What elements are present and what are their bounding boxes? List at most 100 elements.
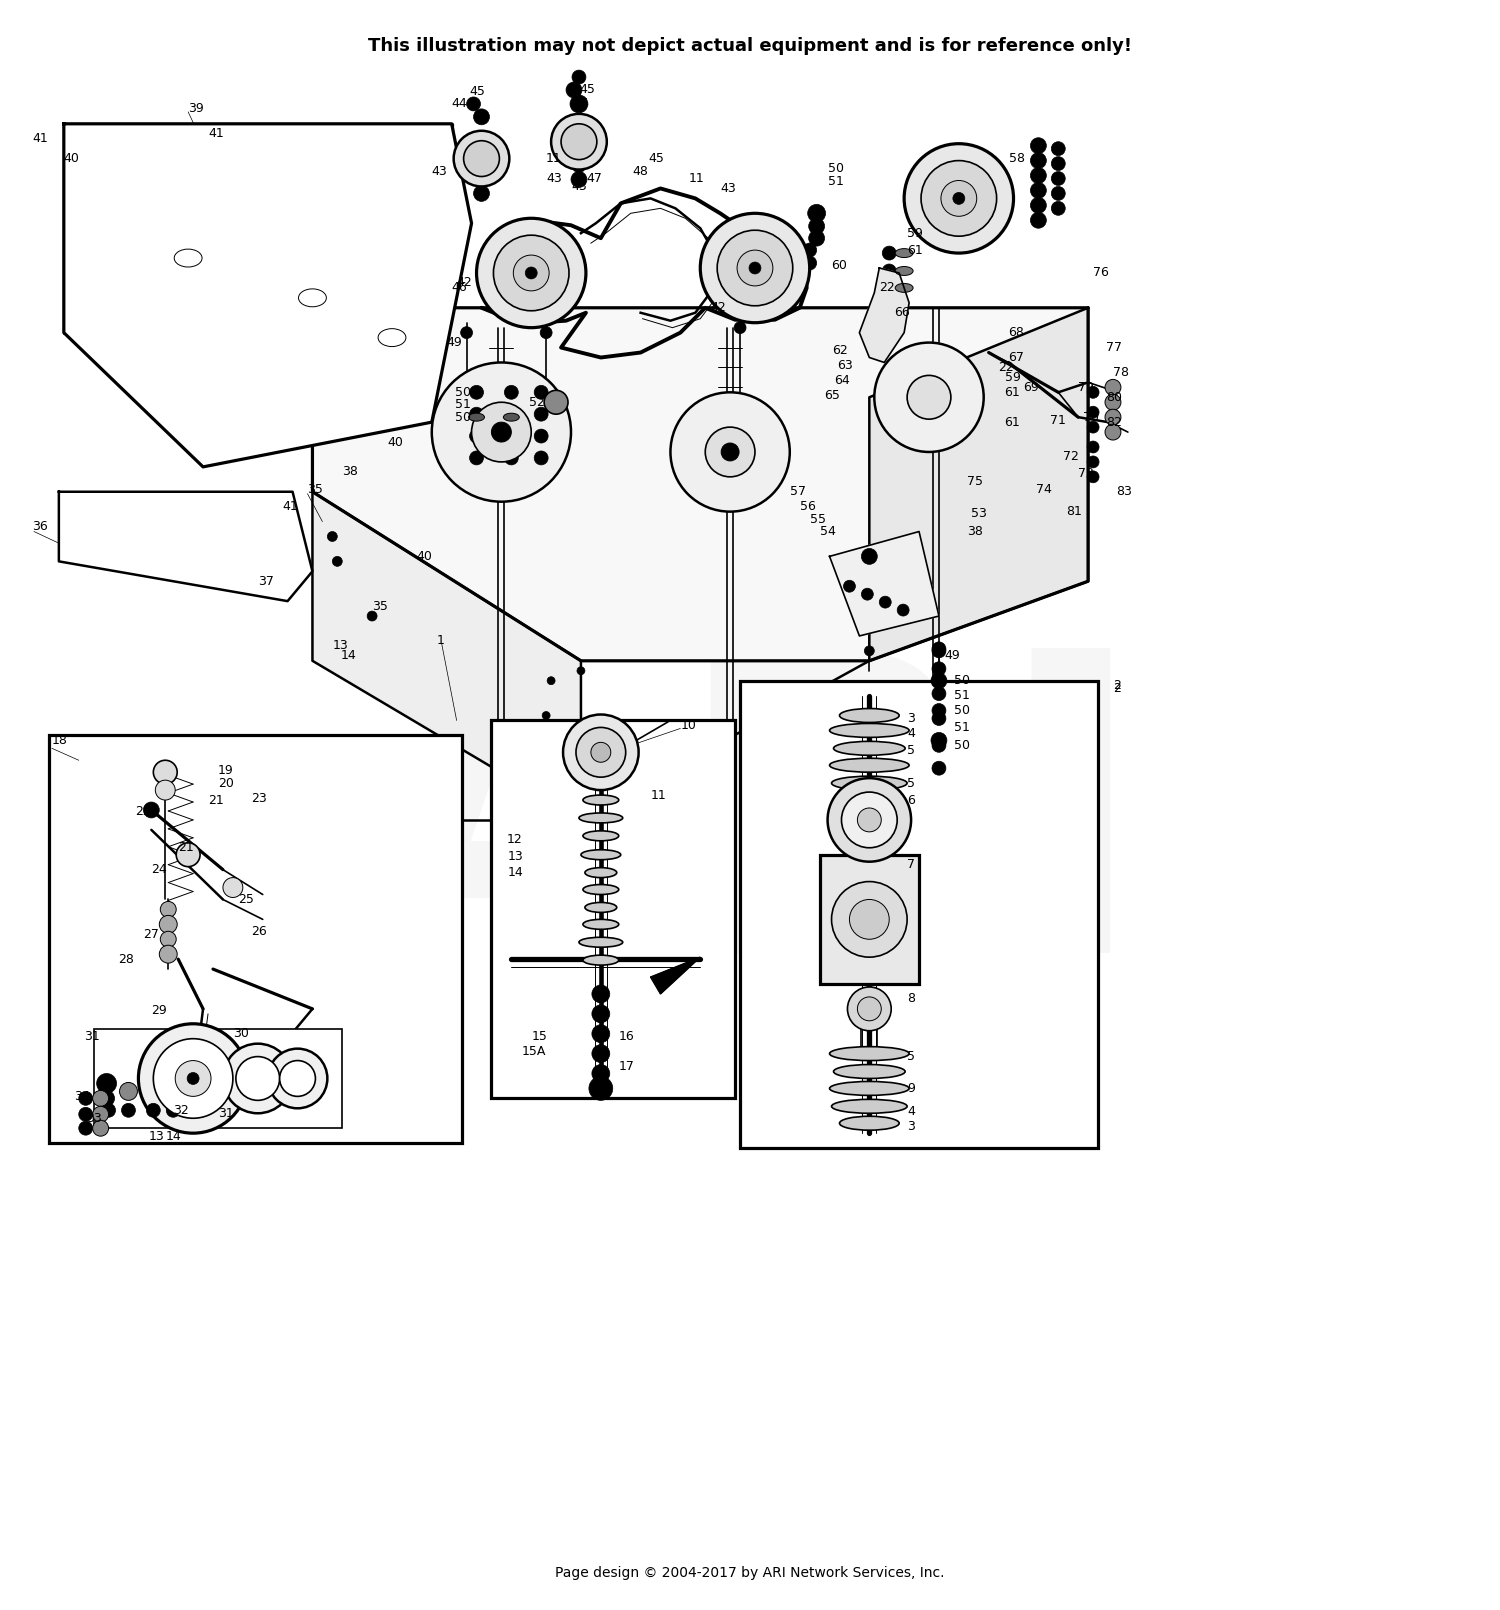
Text: 32: 32 [172, 1104, 189, 1117]
Text: 11: 11 [546, 151, 562, 166]
Text: 61: 61 [908, 243, 922, 256]
Text: 78: 78 [1113, 365, 1130, 378]
Text: 30: 30 [232, 1027, 249, 1040]
Circle shape [882, 296, 896, 309]
Text: 46: 46 [452, 282, 468, 295]
Circle shape [102, 1103, 116, 1117]
Text: 42: 42 [456, 277, 472, 290]
Circle shape [470, 430, 483, 443]
Circle shape [78, 1092, 93, 1106]
Circle shape [176, 842, 200, 866]
Text: 3: 3 [908, 712, 915, 724]
Circle shape [513, 254, 549, 291]
Text: 43: 43 [432, 166, 447, 179]
Text: 50: 50 [828, 163, 843, 175]
Text: 67: 67 [1008, 351, 1025, 364]
Circle shape [592, 1045, 610, 1063]
Circle shape [882, 246, 896, 261]
Circle shape [1106, 423, 1120, 440]
Circle shape [1106, 380, 1120, 396]
Text: 7: 7 [908, 858, 915, 871]
Polygon shape [859, 267, 909, 362]
Circle shape [470, 385, 483, 399]
Circle shape [597, 749, 604, 757]
Text: 44: 44 [573, 98, 588, 111]
Circle shape [534, 385, 548, 399]
Text: 31: 31 [217, 1106, 234, 1121]
Circle shape [525, 267, 537, 279]
Circle shape [858, 808, 882, 832]
Text: 76: 76 [1094, 267, 1108, 280]
Text: 4: 4 [908, 1104, 915, 1117]
Text: 16: 16 [618, 1030, 634, 1043]
Text: 43: 43 [572, 180, 586, 193]
Ellipse shape [831, 1100, 908, 1113]
Polygon shape [64, 124, 471, 467]
Text: 59: 59 [908, 227, 922, 240]
Circle shape [940, 180, 976, 216]
Ellipse shape [896, 248, 914, 258]
Circle shape [188, 1072, 200, 1085]
Ellipse shape [584, 884, 618, 895]
Circle shape [368, 612, 376, 621]
Circle shape [562, 715, 639, 791]
Text: 50: 50 [954, 704, 970, 716]
Circle shape [176, 1061, 211, 1096]
Ellipse shape [896, 283, 914, 293]
Text: 74: 74 [1036, 483, 1053, 496]
Text: 5: 5 [908, 776, 915, 789]
Circle shape [748, 262, 760, 274]
Text: 38: 38 [968, 525, 982, 538]
Text: 2: 2 [1113, 683, 1120, 696]
Text: 22: 22 [999, 361, 1014, 374]
Text: 57: 57 [790, 485, 806, 497]
Polygon shape [651, 958, 700, 993]
Circle shape [144, 802, 159, 818]
Circle shape [477, 219, 586, 328]
Circle shape [808, 219, 825, 233]
Ellipse shape [584, 831, 618, 840]
Ellipse shape [830, 723, 909, 737]
Ellipse shape [831, 776, 908, 791]
Circle shape [566, 82, 582, 98]
Text: 8: 8 [908, 992, 915, 1005]
Text: 69: 69 [1023, 382, 1040, 394]
Circle shape [572, 147, 586, 161]
Circle shape [156, 781, 176, 800]
Text: 17: 17 [618, 1059, 634, 1072]
Bar [93, 1029, 342, 1129]
Text: 12: 12 [507, 834, 522, 847]
Text: 41: 41 [32, 132, 48, 145]
Circle shape [842, 792, 897, 848]
Circle shape [831, 882, 908, 958]
Text: 52: 52 [530, 396, 544, 409]
Circle shape [147, 1103, 160, 1117]
Text: 45: 45 [648, 151, 664, 166]
Text: 39: 39 [188, 103, 204, 116]
Circle shape [474, 174, 489, 187]
Text: 59: 59 [1005, 370, 1020, 383]
Text: 2: 2 [1113, 679, 1120, 692]
Bar [492, 720, 735, 1098]
Text: 61: 61 [1005, 415, 1020, 428]
Text: 81: 81 [1066, 506, 1082, 518]
Circle shape [591, 742, 610, 762]
Text: 49: 49 [447, 336, 462, 349]
Circle shape [590, 1077, 613, 1100]
Circle shape [542, 712, 550, 720]
Circle shape [705, 427, 754, 477]
Circle shape [1088, 470, 1100, 483]
Text: 36: 36 [32, 520, 48, 533]
Circle shape [474, 185, 489, 201]
Circle shape [544, 390, 568, 414]
Text: 40: 40 [387, 436, 404, 449]
Ellipse shape [840, 708, 898, 723]
Text: 50: 50 [954, 675, 970, 687]
Circle shape [1030, 138, 1047, 153]
Bar [740, 681, 1098, 1148]
Text: 61: 61 [1005, 386, 1020, 399]
Circle shape [932, 733, 946, 749]
Text: 9: 9 [908, 1082, 915, 1095]
Text: 71: 71 [1050, 414, 1066, 427]
Circle shape [279, 1061, 315, 1096]
